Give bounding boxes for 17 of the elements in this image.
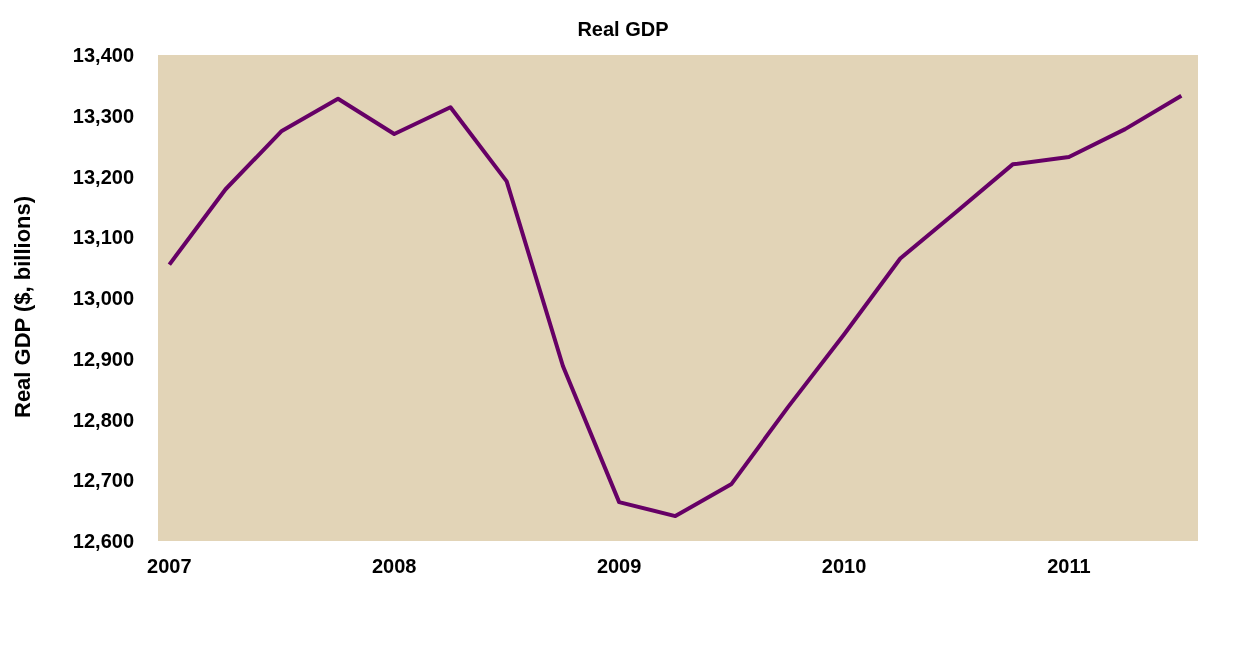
y-tick-label: 13,000: [72, 287, 134, 310]
y-tick-label: 13,400: [72, 44, 134, 67]
x-tick-label: 2008: [371, 555, 417, 578]
x-tick-label: 2009: [596, 555, 642, 578]
y-axis-title: Real GDP ($, billions): [9, 195, 35, 418]
y-tick-label: 13,300: [72, 104, 134, 127]
chart-title: Real GDP: [576, 18, 670, 41]
line-series: [167, 93, 1184, 519]
y-tick-label: 13,100: [72, 226, 134, 249]
y-tick-label: 12,900: [72, 347, 134, 370]
x-tick-label: 2010: [821, 555, 867, 578]
y-tick-label: 12,600: [72, 530, 134, 553]
y-tick-label: 12,800: [72, 408, 134, 431]
y-tick-label: 12,700: [72, 469, 134, 492]
x-tick-label: 2011: [1047, 555, 1091, 578]
x-tick-label: 2007: [147, 555, 192, 578]
y-tick-label: 13,200: [72, 165, 134, 188]
